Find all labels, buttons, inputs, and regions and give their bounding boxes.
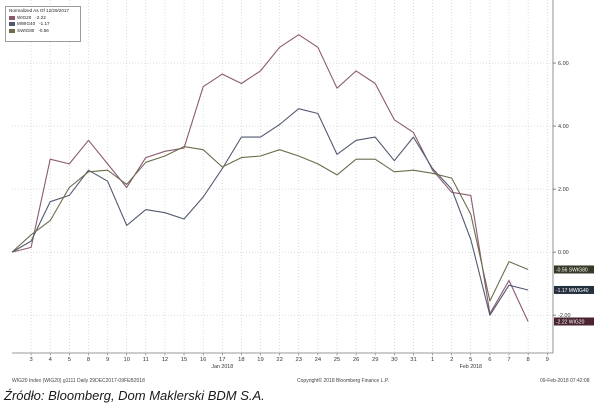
x-tick-label: 11 bbox=[143, 357, 149, 363]
x-tick-label: 8 bbox=[87, 357, 90, 363]
x-tick-label: 24 bbox=[315, 357, 322, 363]
legend-name-mwig40: MWIG40 bbox=[17, 21, 36, 26]
legend-value-mwig40: -1.17 bbox=[39, 21, 50, 26]
x-tick-label: 2 bbox=[450, 357, 453, 363]
footer-index-info: WIG20 Index (WIG20) g1111 Daily 29DEC201… bbox=[12, 378, 145, 384]
y-tick-label: 6.00 bbox=[558, 61, 569, 67]
x-tick-label: 5 bbox=[68, 357, 71, 363]
legend-value-swig80: -0.56 bbox=[38, 27, 49, 33]
x-tick-label: 17 bbox=[219, 357, 225, 363]
end-label-mwig40: -1.17 MWIG40 bbox=[556, 288, 589, 294]
x-tick-label: 7 bbox=[507, 357, 510, 363]
legend-swatch-swig80 bbox=[9, 28, 15, 33]
legend-name-wig20: WIG20 bbox=[17, 14, 32, 20]
series-end-labels: -0.56 SWIG80 -1.17 MWIG40 -2.22 WIG20 bbox=[554, 265, 594, 326]
chart-axes bbox=[12, 0, 556, 356]
chart-legend: Normalized As Of 12/29/2017 WIG20 -2.22 … bbox=[5, 6, 81, 42]
x-tick-label: 15 bbox=[181, 357, 187, 363]
footer-copyright: Copyright© 2018 Bloomberg Finance L.P. bbox=[297, 378, 389, 384]
series-line-wig20 bbox=[11, 34, 529, 322]
y-tick-label: 4.00 bbox=[558, 124, 569, 130]
x-tick-label: 1 bbox=[431, 357, 434, 363]
x-tick-label: 12 bbox=[162, 357, 168, 363]
legend-value-wig20: -2.22 bbox=[35, 14, 46, 20]
month-label: Feb 2018 bbox=[460, 364, 482, 370]
legend-name-swig80: SWIG80 bbox=[17, 27, 35, 33]
series-lines bbox=[11, 34, 529, 322]
x-tick-label: 9 bbox=[106, 357, 109, 363]
end-label-wig20: -2.22 WIG20 bbox=[556, 319, 585, 325]
legend-entry-swig80: SWIG80 -0.56 bbox=[9, 28, 77, 35]
end-label-bg-swig80 bbox=[554, 265, 594, 274]
x-tick-label: 26 bbox=[353, 357, 359, 363]
grid-lines bbox=[12, 0, 553, 353]
end-label-bg-wig20 bbox=[554, 317, 594, 326]
y-tick-label: -2.00 bbox=[558, 313, 571, 319]
x-tick-label: 4 bbox=[49, 357, 53, 363]
y-axis-tick-labels: 6.00 4.00 2.00 0.00 -2.00 bbox=[558, 61, 571, 319]
end-label-swig80: -0.56 SWIG80 bbox=[556, 267, 588, 273]
x-tick-label: 19 bbox=[257, 357, 263, 363]
x-tick-label: 18 bbox=[238, 357, 244, 363]
x-tick-label: 16 bbox=[200, 357, 206, 363]
legend-title: Normalized As Of 12/29/2017 bbox=[9, 8, 70, 13]
x-tick-label: 31 bbox=[410, 357, 416, 363]
legend-swatch-wig20 bbox=[9, 15, 15, 20]
x-tick-label: 25 bbox=[334, 357, 340, 363]
footer-timestamp: 09-Feb-2018 07:42:08 bbox=[540, 378, 590, 384]
series-line-swig80 bbox=[11, 146, 529, 302]
x-tick-label: 29 bbox=[372, 357, 378, 363]
x-tick-label: 5 bbox=[469, 357, 472, 363]
x-tick-label: 30 bbox=[391, 357, 397, 363]
legend-entry-mwig40: MWIG40 -1.17 bbox=[9, 21, 77, 28]
x-tick-label: 9 bbox=[546, 357, 549, 363]
end-label-bg-mwig40 bbox=[554, 285, 594, 294]
x-tick-label: 6 bbox=[488, 357, 491, 363]
x-tick-label: 3 bbox=[29, 357, 32, 363]
legend-swatch-mwig40 bbox=[9, 22, 15, 27]
x-tick-label: 22 bbox=[276, 357, 282, 363]
month-label: Jan 2018 bbox=[211, 364, 233, 370]
series-line-mwig40 bbox=[11, 108, 529, 316]
y-tick-label: 0.00 bbox=[558, 250, 569, 256]
x-tick-label: 8 bbox=[527, 357, 530, 363]
legend-entry-wig20: WIG20 -2.22 bbox=[9, 15, 77, 22]
x-tick-label: 10 bbox=[123, 357, 129, 363]
x-tick-label: 23 bbox=[296, 357, 302, 363]
source-caption: Źródło: Bloomberg, Dom Maklerski BDM S.A… bbox=[4, 388, 265, 403]
y-tick-label: 2.00 bbox=[558, 187, 569, 193]
x-axis-tick-labels: 3 4 5 8 9 10 11 12 15 16 17 18 19 22 23 24 25 26 29 30 31 1 2 5… bbox=[29, 357, 548, 370]
